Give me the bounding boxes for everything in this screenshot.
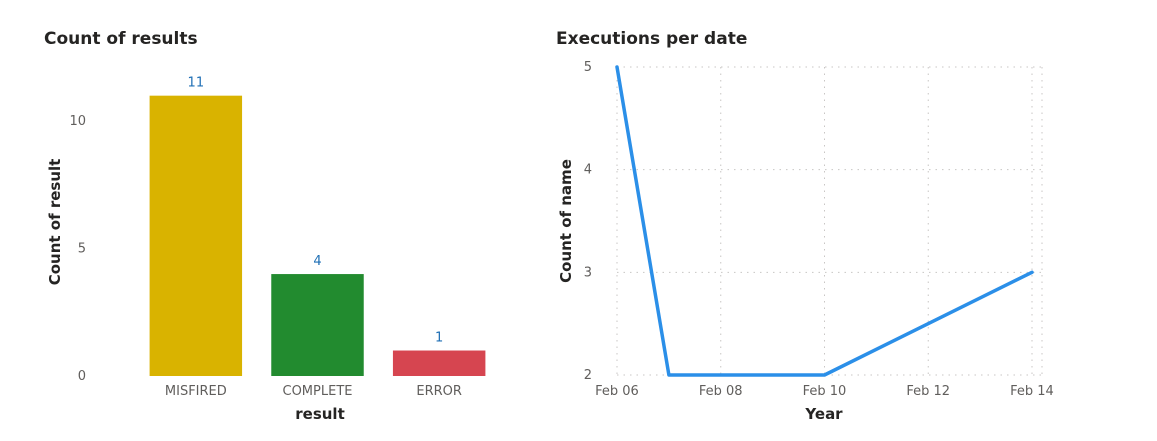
bar-y-tick-label: 5: [78, 242, 86, 257]
line-chart: 2 3 4 5 Feb 06 Feb 08 Feb 10 Feb 12 Feb 14 Year Co…: [557, 60, 1054, 423]
line-x-tick-label: Feb 14: [1010, 384, 1054, 399]
bar-complete[interactable]: [271, 274, 364, 376]
line-x-tick-label: Feb 12: [906, 384, 950, 399]
line-data-point[interactable]: [1029, 269, 1035, 275]
line-data-point[interactable]: [822, 372, 828, 378]
line-x-tick-label: Feb 08: [699, 384, 743, 399]
bar-chart-title: Count of results: [44, 29, 198, 49]
line-x-tick-label: Feb 10: [803, 384, 847, 399]
bar-y-axis-title: Count of result: [46, 159, 64, 286]
bar-category-label: ERROR: [416, 384, 462, 399]
bar-x-axis-title: result: [295, 405, 345, 423]
line-y-axis-title: Count of name: [557, 159, 575, 283]
line-series[interactable]: [615, 65, 1034, 377]
line-x-tick-label: Feb 06: [595, 384, 639, 399]
line-y-tick-label: 4: [584, 163, 592, 178]
line-y-tick-label: 3: [584, 265, 592, 280]
bar-data-label: 4: [313, 254, 321, 269]
bar-data-label: 1: [435, 331, 443, 346]
bar-y-tick-label: 0: [78, 369, 86, 384]
bar-misfired[interactable]: [149, 95, 243, 376]
line-data-point[interactable]: [614, 64, 620, 70]
bar-category-label: COMPLETE: [283, 384, 353, 399]
bar-chart: 0 5 10 11 MISFIRED 4 COMPLETE 1 ERROR result Count…: [46, 76, 486, 423]
bar-error[interactable]: [392, 350, 486, 376]
bar-y-tick-label: 10: [69, 114, 86, 129]
line-data-point[interactable]: [666, 372, 672, 378]
bar-category-label: MISFIRED: [165, 384, 227, 399]
line-chart-title: Executions per date: [556, 29, 748, 49]
line-y-tick-label: 2: [584, 368, 592, 383]
bar-data-label: 11: [188, 76, 205, 91]
line-x-axis-title: Year: [804, 405, 843, 423]
line-y-tick-label: 5: [584, 60, 592, 75]
